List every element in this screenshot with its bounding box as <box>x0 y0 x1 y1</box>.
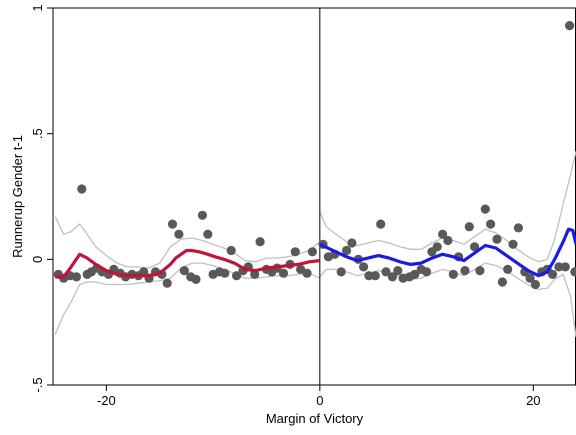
data-point <box>508 239 518 249</box>
data-point <box>560 262 570 272</box>
x-tick-label: 20 <box>526 393 540 408</box>
y-axis-label: Runnerup Gender t-1 <box>10 135 25 258</box>
data-point <box>460 266 470 276</box>
data-point <box>525 273 535 283</box>
data-point <box>387 272 397 282</box>
x-axis-label: Margin of Victory <box>266 411 364 426</box>
data-point <box>179 266 189 276</box>
y-axis-ticks: -.5 0 .5 1 <box>30 4 53 393</box>
fit-line-right <box>319 227 576 278</box>
data-point <box>554 262 564 272</box>
y-tick-label: -.5 <box>30 377 45 392</box>
data-point <box>77 184 87 194</box>
data-point <box>410 269 420 279</box>
data-point <box>290 247 300 257</box>
data-point <box>530 279 541 290</box>
data-point <box>307 247 317 257</box>
data-point <box>162 278 172 288</box>
y-tick-label: .5 <box>30 128 45 139</box>
data-point <box>422 267 432 277</box>
data-point <box>492 234 502 244</box>
data-point <box>71 272 82 282</box>
x-tick-label: 0 <box>316 393 323 408</box>
data-point <box>336 267 346 277</box>
x-axis-ticks: -20 0 20 <box>97 385 541 408</box>
fit-lines <box>55 227 576 279</box>
data-point <box>438 229 448 239</box>
x-tick-label: -20 <box>97 393 116 408</box>
data-point <box>381 267 391 277</box>
data-point <box>393 266 403 276</box>
data-point <box>547 269 558 279</box>
data-point <box>232 271 242 281</box>
data-point <box>570 267 576 277</box>
data-point <box>220 268 230 278</box>
data-point <box>364 271 374 281</box>
data-point <box>167 219 178 229</box>
data-point <box>255 237 265 247</box>
data-point <box>197 210 207 220</box>
ci-upper-right <box>319 151 576 263</box>
confidence-bands <box>54 151 576 338</box>
data-point <box>480 204 490 214</box>
fit-line-left <box>55 248 320 279</box>
data-point <box>226 245 236 256</box>
data-point <box>376 219 386 229</box>
data-point <box>470 242 480 252</box>
data-point <box>448 269 458 279</box>
data-point <box>278 268 289 278</box>
data-point <box>443 235 453 246</box>
y-tick-label: 1 <box>30 4 45 11</box>
data-point <box>250 269 260 279</box>
data-point <box>475 266 485 276</box>
data-point <box>359 262 369 272</box>
data-point <box>191 274 201 284</box>
data-point <box>370 271 380 281</box>
data-point <box>341 245 352 256</box>
ci-upper-left <box>54 216 321 269</box>
data-point <box>174 229 184 239</box>
data-point <box>302 268 312 278</box>
data-point <box>203 229 213 239</box>
data-point <box>432 242 442 252</box>
data-point <box>486 219 496 229</box>
data-point <box>464 222 474 232</box>
data-point <box>565 21 575 31</box>
data-point <box>347 238 357 248</box>
data-point <box>497 277 507 287</box>
data-point <box>513 223 524 233</box>
plot-area <box>52 7 576 386</box>
data-point <box>503 264 513 274</box>
y-tick-label: 0 <box>30 256 45 263</box>
